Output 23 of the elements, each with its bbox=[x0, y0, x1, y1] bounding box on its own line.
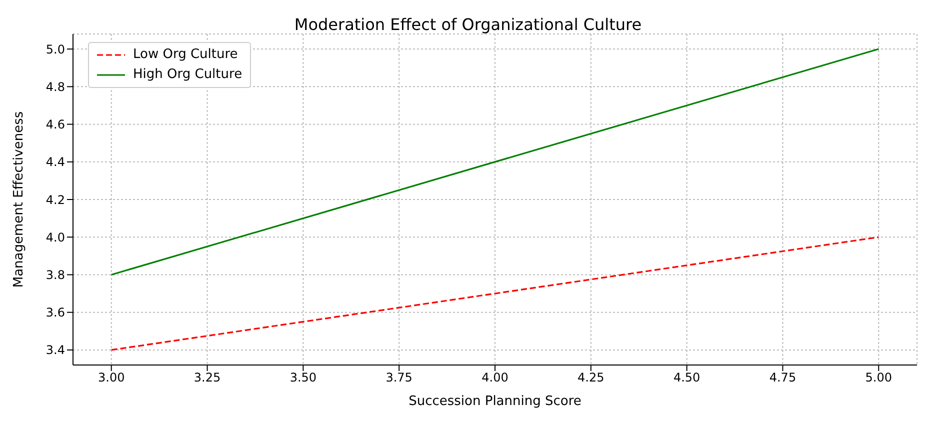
legend-label: Low Org Culture bbox=[133, 46, 238, 64]
x-tick-label: 3.75 bbox=[386, 370, 412, 385]
x-tick-label: 4.75 bbox=[769, 370, 796, 385]
y-tick-label: 3.4 bbox=[46, 343, 65, 358]
y-tick-label: 4.6 bbox=[46, 118, 65, 132]
y-tick-label: 4.2 bbox=[46, 192, 65, 207]
x-axis-title: Succession Planning Score bbox=[408, 394, 582, 409]
y-tick-label: 4.8 bbox=[46, 80, 65, 94]
x-tick-label: 5.00 bbox=[865, 370, 892, 385]
y-tick-label: 3.8 bbox=[46, 268, 65, 282]
x-tick-label: 4.25 bbox=[578, 370, 604, 385]
x-tick-label: 4.50 bbox=[673, 370, 700, 385]
x-tick-label: 4.00 bbox=[482, 370, 508, 385]
x-tick-label: 3.00 bbox=[98, 370, 125, 385]
legend-label: High Org Culture bbox=[133, 66, 242, 84]
y-tick-label: 4.4 bbox=[46, 155, 65, 170]
y-axis-title: Management Effectiveness bbox=[12, 111, 27, 288]
y-tick-label: 5.0 bbox=[46, 42, 65, 56]
x-tick-label: 3.50 bbox=[290, 370, 317, 385]
y-tick-label: 3.6 bbox=[46, 306, 65, 320]
chart-title: Moderation Effect of Organizational Culture bbox=[294, 15, 642, 34]
y-tick-label: 4.0 bbox=[46, 230, 65, 244]
x-tick-label: 3.25 bbox=[194, 370, 221, 385]
